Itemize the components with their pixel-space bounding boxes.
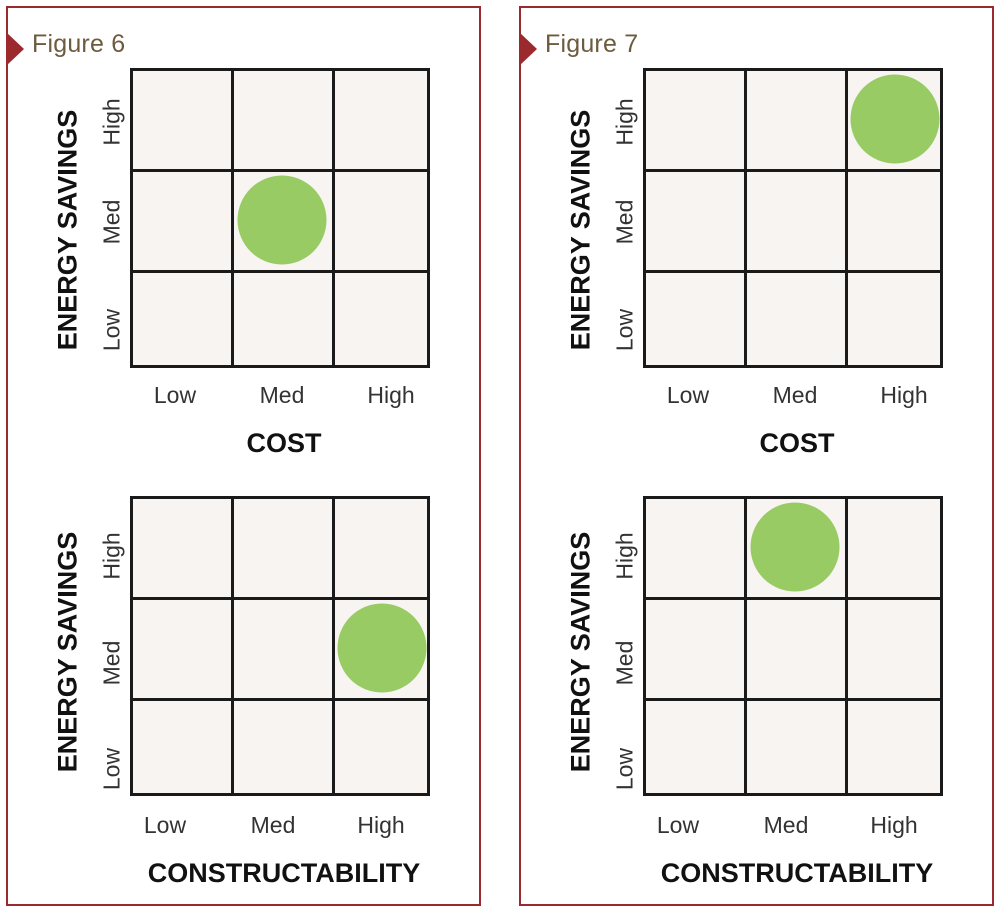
y-axis-label: ENERGY SAVINGS bbox=[52, 531, 83, 773]
rating-marker bbox=[337, 603, 427, 693]
x-tick-low: Low bbox=[153, 382, 197, 408]
grid-line bbox=[646, 698, 940, 701]
x-axis-label: COST bbox=[759, 428, 835, 458]
y-tick-high: High bbox=[98, 532, 125, 580]
grid-line bbox=[332, 499, 335, 793]
grid-line bbox=[646, 597, 940, 600]
y-tick-low: Low bbox=[611, 308, 638, 352]
x-tick-med: Med bbox=[259, 382, 305, 408]
x-tick-high: High bbox=[367, 382, 415, 408]
x-tick-med: Med bbox=[772, 382, 818, 408]
y-axis-label: ENERGY SAVINGS bbox=[52, 109, 83, 351]
y-tick-med: Med bbox=[611, 199, 638, 245]
x-axis-label: CONSTRUCTABILITY bbox=[147, 858, 421, 888]
grid-line bbox=[332, 71, 335, 365]
matrix-grid bbox=[643, 68, 943, 368]
y-tick-high: High bbox=[611, 532, 638, 580]
x-axis-label: COST bbox=[246, 428, 322, 458]
y-tick-low: Low bbox=[98, 747, 125, 791]
x-tick-low: Low bbox=[666, 382, 710, 408]
matrix-grid bbox=[130, 496, 430, 796]
y-tick-med: Med bbox=[611, 640, 638, 686]
rating-marker bbox=[850, 74, 940, 164]
y-axis-label: ENERGY SAVINGS bbox=[565, 109, 596, 351]
grid-line bbox=[133, 597, 427, 600]
grid-line bbox=[133, 698, 427, 701]
figure-6-panel: Figure 6 ENERGY SAVINGS High Med Low Low… bbox=[6, 6, 481, 906]
grid-line bbox=[744, 499, 747, 793]
grid-line bbox=[845, 499, 848, 793]
y-tick-low: Low bbox=[98, 308, 125, 352]
grid-line bbox=[231, 499, 234, 793]
x-tick-low: Low bbox=[656, 812, 700, 838]
x-tick-low: Low bbox=[143, 812, 187, 838]
figure-7-panel: Figure 7 ENERGY SAVINGS High Med Low Low… bbox=[519, 6, 994, 906]
y-tick-med: Med bbox=[98, 199, 125, 245]
figure-flag-icon bbox=[6, 32, 24, 66]
grid-line bbox=[133, 169, 427, 172]
y-tick-high: High bbox=[98, 98, 125, 146]
grid-line bbox=[845, 71, 848, 365]
matrix-grid bbox=[643, 496, 943, 796]
grid-line bbox=[646, 169, 940, 172]
rating-marker bbox=[237, 175, 327, 265]
grid-line bbox=[744, 71, 747, 365]
x-tick-med: Med bbox=[250, 812, 296, 838]
x-tick-high: High bbox=[880, 382, 928, 408]
figure-flag-icon bbox=[519, 32, 537, 66]
x-tick-med: Med bbox=[763, 812, 809, 838]
x-axis-label: CONSTRUCTABILITY bbox=[660, 858, 934, 888]
y-tick-med: Med bbox=[98, 640, 125, 686]
rating-marker bbox=[750, 502, 840, 592]
y-tick-low: Low bbox=[611, 747, 638, 791]
grid-line bbox=[646, 270, 940, 273]
x-tick-high: High bbox=[870, 812, 918, 838]
y-tick-high: High bbox=[611, 98, 638, 146]
matrix-grid bbox=[130, 68, 430, 368]
grid-line bbox=[133, 270, 427, 273]
figure-title: Figure 7 bbox=[545, 30, 639, 58]
y-axis-label: ENERGY SAVINGS bbox=[565, 531, 596, 773]
x-tick-high: High bbox=[357, 812, 405, 838]
grid-line bbox=[231, 71, 234, 365]
figure-title: Figure 6 bbox=[32, 30, 126, 58]
